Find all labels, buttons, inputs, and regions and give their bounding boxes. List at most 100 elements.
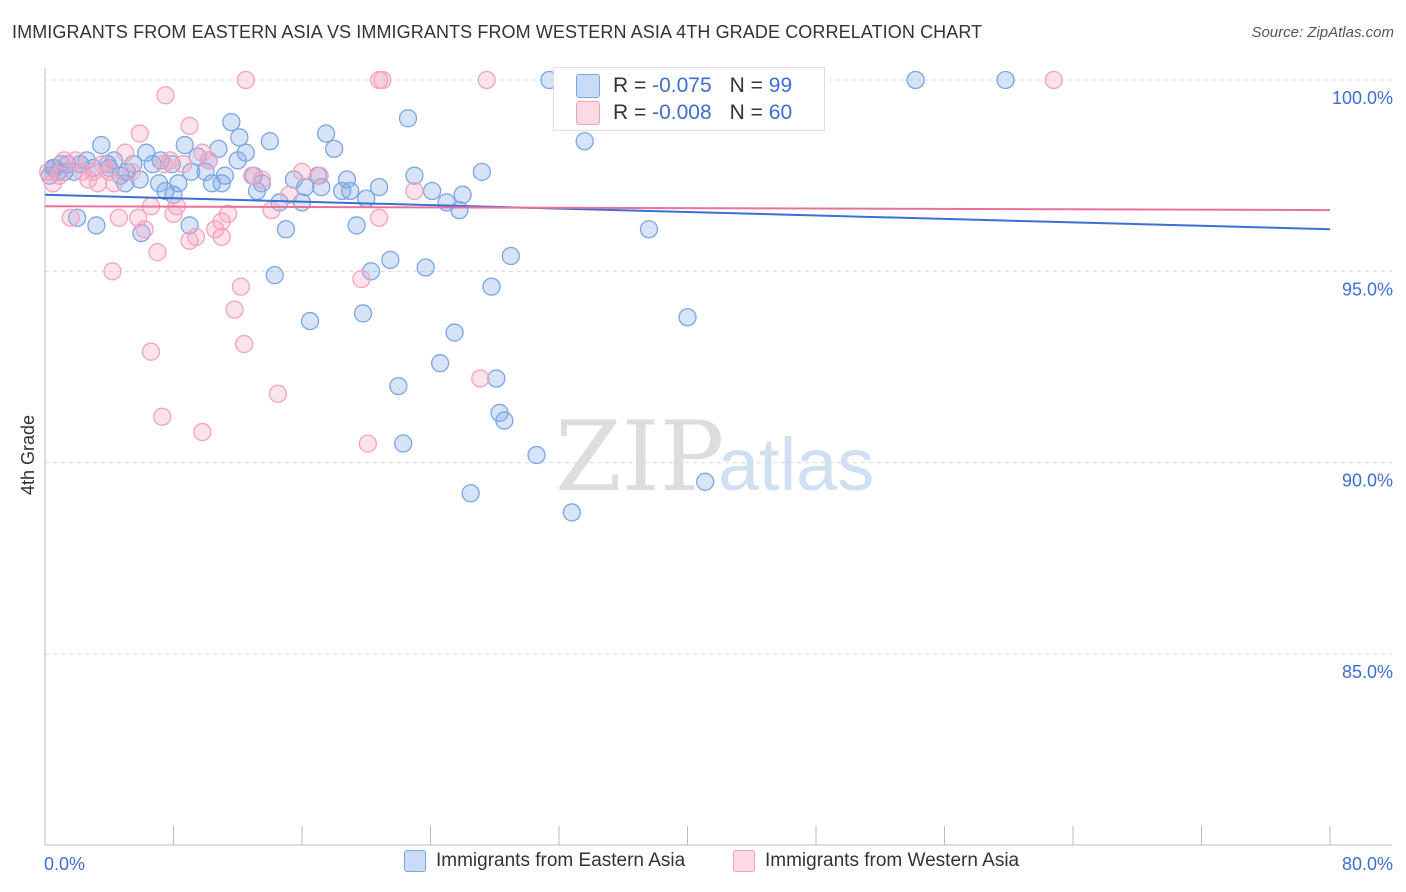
data-point-eastern-asia (196, 162, 215, 181)
legend-item-eastern[interactable]: Immigrants from Eastern Asia (404, 850, 685, 872)
data-point-eastern-asia (482, 277, 501, 296)
data-point-eastern-asia (137, 143, 156, 162)
data-point-eastern-asia (312, 177, 331, 197)
data-point-western-asia (471, 369, 490, 388)
data-point-eastern-asia (276, 220, 296, 239)
data-point-eastern-asia (341, 181, 360, 201)
watermark: ZIP atlas (555, 401, 874, 513)
data-point-western-asia (1044, 70, 1063, 90)
data-point-western-asia (153, 407, 172, 426)
data-point-western-asia (100, 162, 119, 181)
data-point-western-asia (268, 384, 288, 403)
data-point-eastern-asia (347, 216, 366, 235)
data-point-eastern-asia (487, 369, 506, 388)
data-point-western-asia (212, 227, 231, 247)
data-point-eastern-asia (92, 135, 111, 155)
data-point-eastern-asia (398, 109, 418, 128)
data-point-western-asia (116, 143, 135, 162)
data-point-eastern-asia (461, 484, 480, 503)
data-point-eastern-asia (67, 208, 87, 227)
data-point-western-asia (122, 162, 141, 181)
data-point-western-asia (50, 166, 69, 185)
x-tick-labels: 0.0% 80.0% (44, 854, 1393, 874)
legend-item-western[interactable]: Immigrants from Western Asia (733, 850, 1019, 872)
data-point-eastern-asia (678, 308, 697, 327)
data-point-eastern-asia (361, 262, 381, 281)
trend-line-western-asia (44, 205, 1331, 212)
data-point-western-asia (236, 70, 255, 90)
data-point-western-asia (39, 162, 58, 181)
data-point-western-asia (477, 70, 496, 90)
stats-row-eastern: R = -0.075 N = 99 (576, 74, 792, 98)
data-point-eastern-asia (416, 258, 435, 277)
data-points (39, 70, 1063, 522)
data-point-eastern-asia (260, 132, 280, 151)
data-point-eastern-asia (230, 128, 249, 147)
western-swatch (576, 101, 600, 125)
data-point-western-asia (130, 124, 149, 143)
x-tick-label: 80.0% (1342, 854, 1393, 874)
data-point-western-asia (186, 227, 206, 247)
y-tick-labels: 85.0% 90.0% 95.0% 100.0% (1332, 88, 1393, 682)
data-point-western-asia (109, 208, 129, 227)
data-point-eastern-asia (265, 266, 284, 285)
chart-legend: Immigrants from Eastern Asia Immigrants … (0, 850, 1406, 880)
data-point-western-asia (262, 200, 281, 220)
data-point-western-asia (61, 208, 80, 227)
data-point-western-asia (156, 86, 175, 105)
data-point-western-asia (141, 342, 161, 361)
data-point-eastern-asia (175, 135, 194, 155)
y-tick-label: 90.0% (1342, 471, 1393, 491)
n-label: N = (729, 101, 763, 124)
data-point-eastern-asia (357, 189, 376, 208)
data-point-western-asia (352, 269, 371, 289)
data-point-eastern-asia (228, 151, 247, 170)
data-point-eastern-asia (696, 472, 715, 491)
legend-swatch-eastern (404, 850, 426, 872)
y-tick-label: 85.0% (1342, 662, 1393, 682)
data-point-eastern-asia (369, 177, 389, 197)
data-point-eastern-asia (575, 132, 594, 151)
x-tick-label: 0.0% (44, 854, 85, 874)
data-point-western-asia (135, 220, 154, 239)
data-point-western-asia (129, 208, 148, 227)
data-point-eastern-asia (394, 434, 413, 453)
n-value: 99 (768, 74, 793, 97)
data-point-eastern-asia (337, 170, 357, 189)
data-point-eastern-asia (450, 200, 469, 220)
trend-line-eastern-asia (44, 193, 1331, 231)
data-point-western-asia (148, 243, 167, 262)
data-point-eastern-asia (996, 70, 1015, 90)
data-point-eastern-asia (389, 376, 408, 396)
data-point-eastern-asia (495, 411, 514, 430)
data-point-western-asia (180, 116, 199, 136)
r-value: -0.008 (652, 101, 712, 124)
r-value: -0.075 (652, 74, 712, 97)
data-point-western-asia (103, 262, 122, 281)
data-point-eastern-asia (324, 139, 344, 159)
data-point-eastern-asia (445, 323, 464, 342)
r-label: R = (613, 74, 647, 97)
data-point-western-asia (373, 70, 392, 90)
data-point-western-asia (84, 162, 103, 181)
data-point-eastern-asia (501, 246, 520, 266)
stats-row-western: R = -0.008 N = 60 (576, 101, 792, 125)
data-point-eastern-asia (906, 70, 925, 90)
data-point-eastern-asia (430, 354, 450, 373)
data-point-western-asia (235, 334, 254, 354)
data-point-western-asia (369, 208, 389, 227)
data-point-western-asia (66, 151, 85, 170)
data-point-western-asia (225, 300, 244, 319)
data-point-eastern-asia (296, 177, 315, 197)
data-point-western-asia (173, 155, 193, 174)
data-point-western-asia (193, 422, 212, 442)
data-point-western-asia (164, 204, 183, 224)
data-point-eastern-asia (169, 174, 188, 193)
chart-title: IMMIGRANTS FROM EASTERN ASIA VS IMMIGRAN… (12, 22, 983, 42)
data-point-eastern-asia (87, 216, 106, 235)
y-tick-label: 100.0% (1332, 88, 1393, 108)
watermark-zip: ZIP (555, 401, 724, 513)
watermark-atlas: atlas (718, 423, 874, 506)
data-point-eastern-asia (453, 185, 472, 204)
